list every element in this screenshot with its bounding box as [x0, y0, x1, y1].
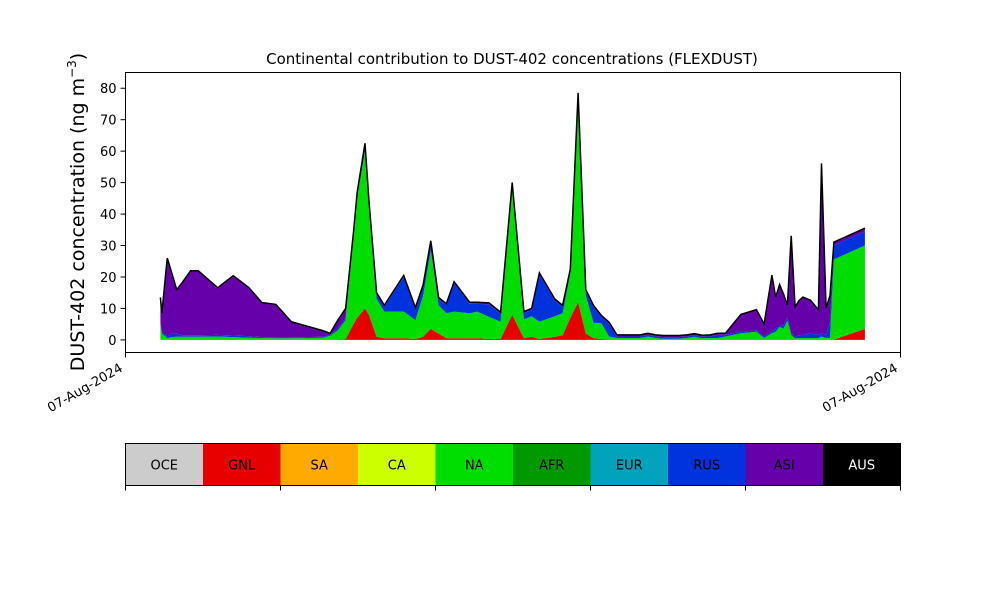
legend-swatch-sa	[280, 443, 358, 486]
legend-swatch-aus	[823, 443, 901, 486]
y-tick-label: 60	[100, 145, 117, 160]
series-layer	[160, 92, 865, 340]
y-tick-label: 10	[100, 302, 117, 317]
legend-swatch-gnl	[203, 443, 281, 486]
legend-swatch-eur	[590, 443, 668, 486]
legend-swatch-afr	[513, 443, 591, 486]
y-tick-label: 30	[100, 240, 117, 255]
y-tick-label: 50	[100, 177, 117, 192]
legend-label: NA	[465, 459, 484, 474]
y-axis-label: DUST-402 concentration (ng m−3)	[65, 53, 89, 371]
chart-title: Continental contribution to DUST-402 con…	[266, 50, 758, 68]
y-tick-label: 70	[100, 114, 117, 129]
legend-label: AUS	[848, 459, 875, 474]
legend-swatch-rus	[668, 443, 746, 486]
series-area-asi	[160, 92, 865, 338]
y-tick-label: 20	[100, 271, 117, 286]
legend-label: AFR	[539, 459, 564, 474]
legend-label: SA	[311, 459, 328, 474]
legend-frame	[125, 443, 901, 486]
region-legend: OCE GNL SA CA NA AFR EUR RUS ASI AUS	[125, 443, 901, 491]
legend-swatch-ca	[358, 443, 436, 486]
legend-label: RUS	[693, 459, 720, 474]
series-area-na	[160, 100, 865, 340]
x-tick-label: 07-Aug-2024	[820, 361, 900, 416]
x-axis: 07-Aug-2024 07-Aug-2024	[45, 352, 901, 416]
legend-swatch-asi	[745, 443, 823, 486]
y-tick-label: 80	[100, 82, 117, 97]
legend-swatch-oce	[125, 443, 203, 486]
series-area-gnl	[160, 302, 865, 340]
legend-label: GNL	[228, 459, 256, 474]
y-tick-label: 40	[100, 208, 117, 223]
total-outline-line	[159, 92, 866, 337]
y-tick-label: 0	[108, 334, 116, 349]
legend-label: EUR	[616, 459, 643, 474]
y-axis: 0 10 20 30 40 50 60 70 80	[100, 82, 126, 349]
legend-swatch-na	[435, 443, 513, 486]
legend-label: CA	[388, 459, 406, 474]
plot-frame	[125, 72, 901, 353]
legend-label: ASI	[774, 459, 795, 474]
legend-label: OCE	[150, 459, 178, 474]
